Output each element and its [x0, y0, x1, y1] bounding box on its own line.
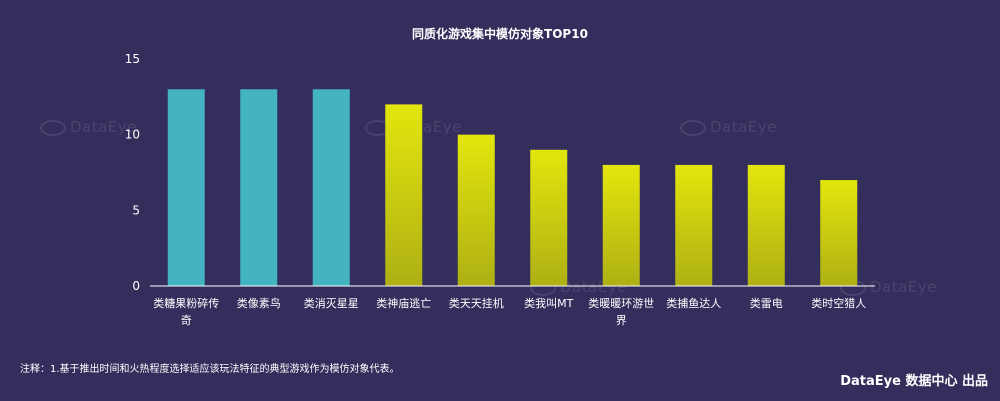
bar — [602, 164, 640, 286]
y-tick-label: 5 — [132, 203, 140, 217]
x-category-label: 类天天挂机 — [449, 296, 504, 310]
bar — [385, 104, 423, 287]
watermark-text: DataEye — [870, 278, 937, 296]
x-category-label: 类暖暖环游世 — [588, 296, 654, 310]
bars — [167, 89, 858, 287]
bar — [312, 89, 350, 287]
x-category-label: 类像素鸟 — [237, 296, 281, 310]
x-category-label: 类消灭星星 — [304, 296, 359, 310]
x-category-label: 类糖果粉碎传 — [153, 296, 219, 310]
y-tick-label: 10 — [125, 128, 140, 142]
footnote: 注释：1.基于推出时间和火热程度选择适应该玩法特征的典型游戏作为模仿对象代表。 — [20, 364, 400, 375]
x-category-label: 类捕鱼达人 — [666, 296, 721, 310]
watermark-text: DataEye — [70, 118, 137, 136]
bar — [457, 134, 495, 286]
brand-credit: DataEye 数据中心 出品 — [840, 374, 988, 389]
bar — [167, 89, 205, 287]
x-category-label: 奇 — [181, 314, 192, 327]
y-tick-label: 15 — [125, 52, 140, 66]
x-category-label: 类我叫MT — [524, 296, 573, 310]
watermark: DataEye — [40, 118, 137, 136]
eye-logo-icon — [40, 119, 66, 136]
x-category-label: 界 — [616, 314, 627, 327]
bar — [820, 180, 858, 286]
bar — [747, 164, 785, 286]
bar — [530, 149, 568, 286]
bar — [675, 164, 713, 286]
watermark: DataEye — [680, 118, 777, 136]
bar — [240, 89, 278, 287]
chart-title: 同质化游戏集中模仿对象TOP10 — [412, 26, 588, 41]
eye-logo-icon — [680, 119, 706, 136]
x-category-label: 类时空猎人 — [811, 296, 866, 310]
y-tick-label: 0 — [132, 279, 140, 293]
x-category-label: 类神庙逃亡 — [376, 296, 431, 310]
y-axis-ticks: 0 5 10 15 — [125, 52, 140, 293]
watermark-text: DataEye — [710, 118, 777, 136]
x-category-label: 类雷电 — [750, 296, 783, 310]
